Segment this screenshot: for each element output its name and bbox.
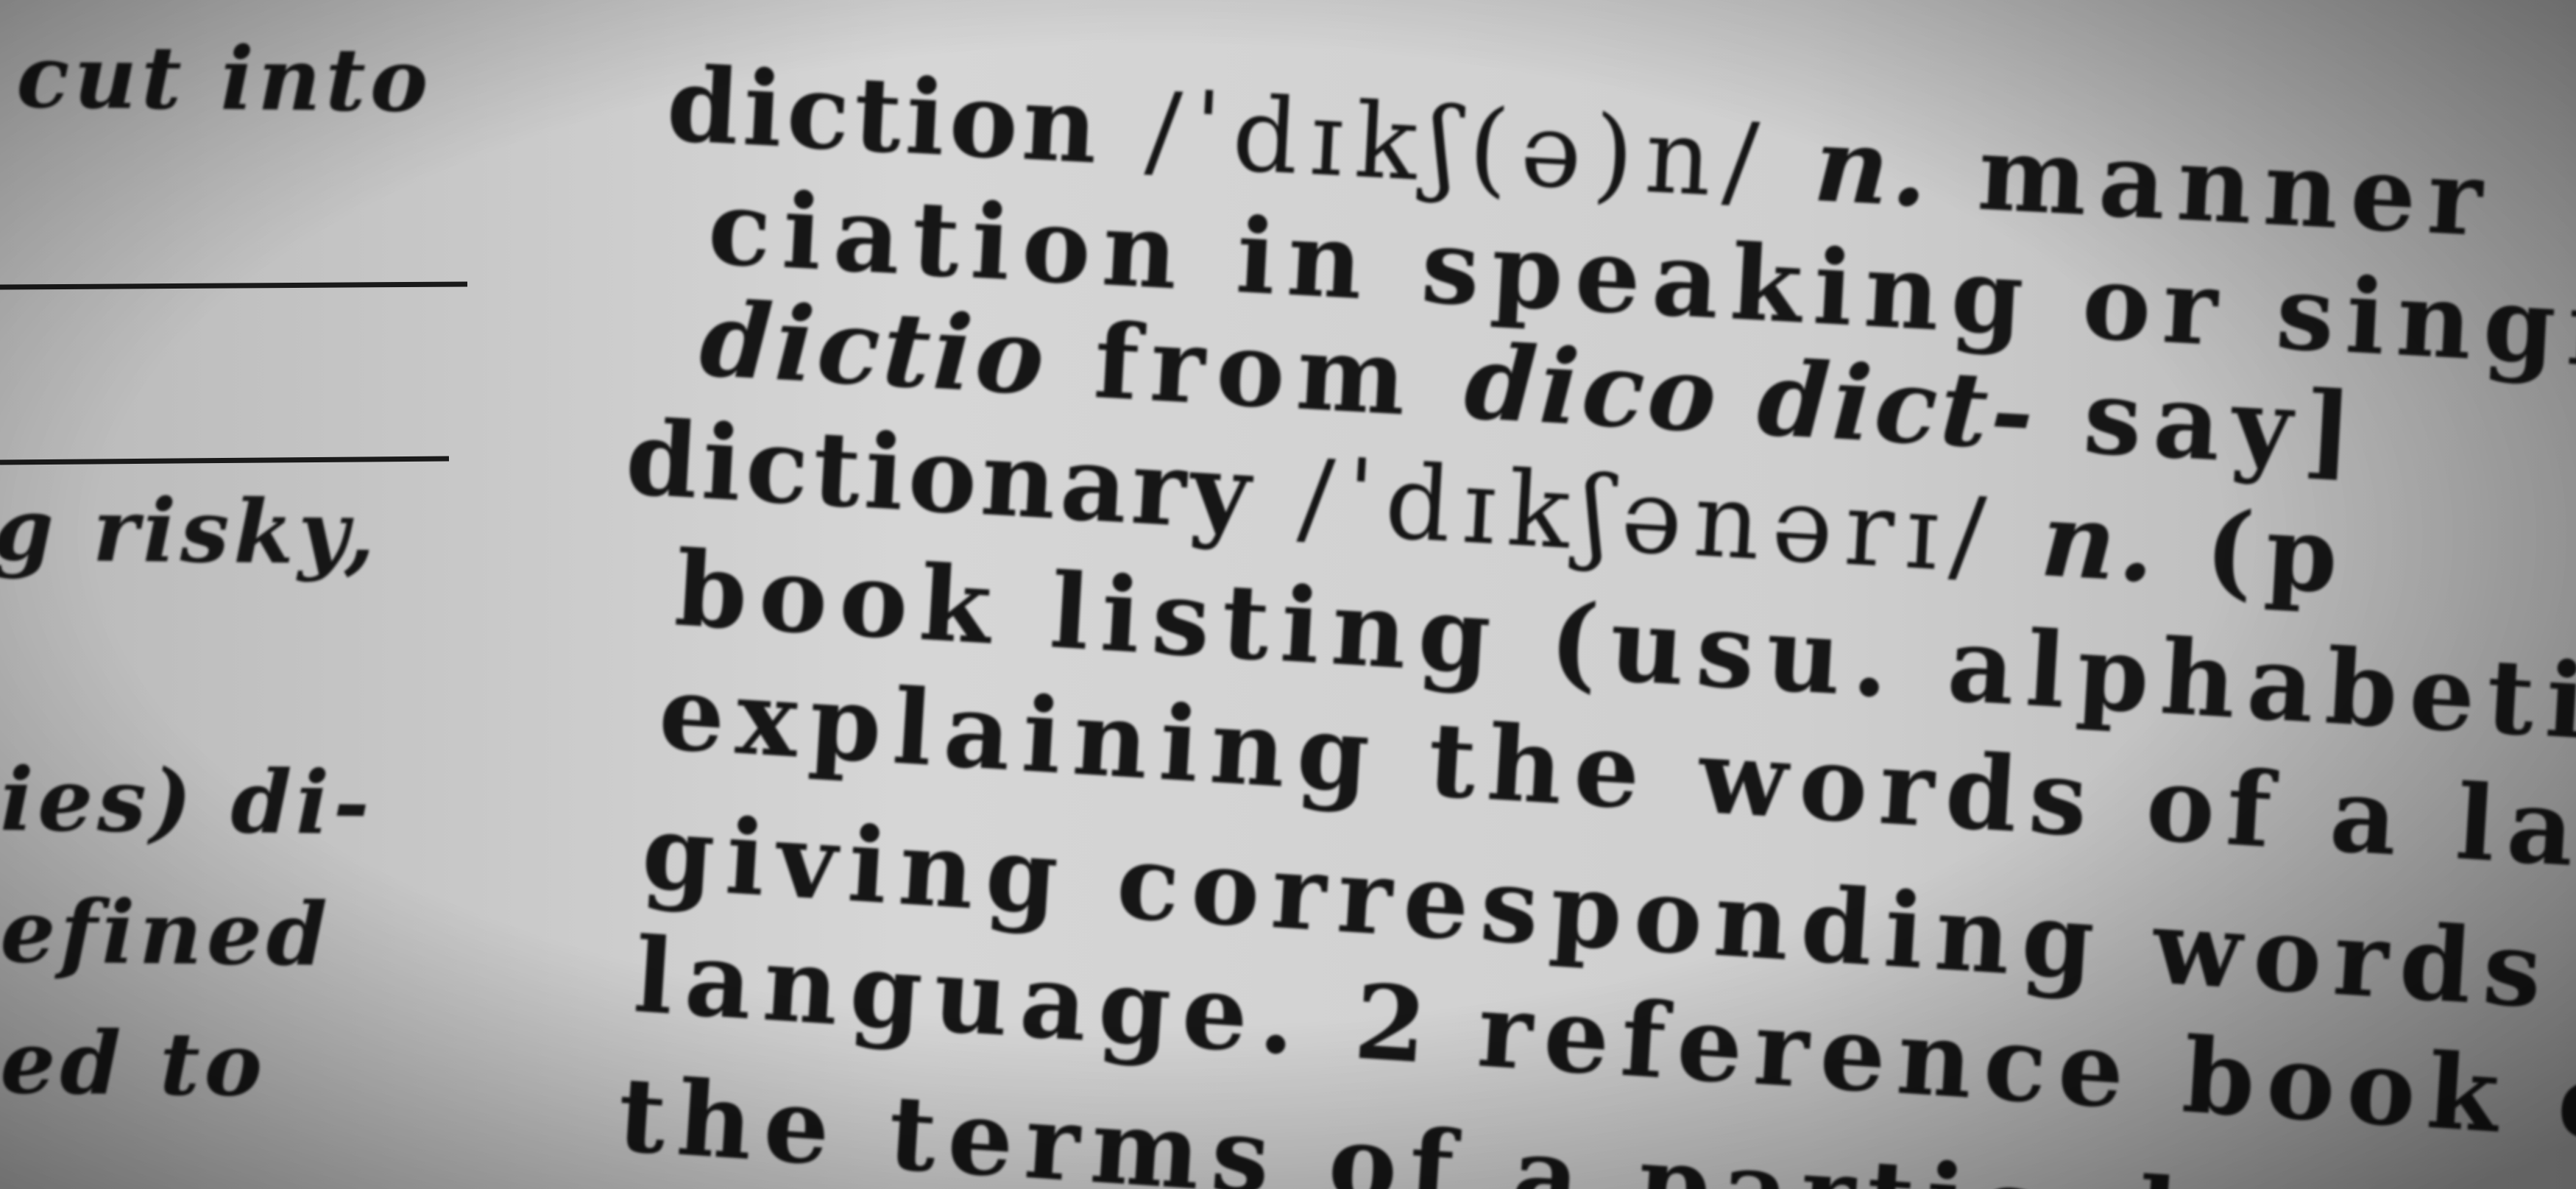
- page: cut intog risky,ies) di-efineded to dict…: [0, 0, 2576, 1189]
- photo: cut intog risky,ies) di-efineded to dict…: [0, 0, 2576, 1189]
- vignette: [0, 0, 2576, 1189]
